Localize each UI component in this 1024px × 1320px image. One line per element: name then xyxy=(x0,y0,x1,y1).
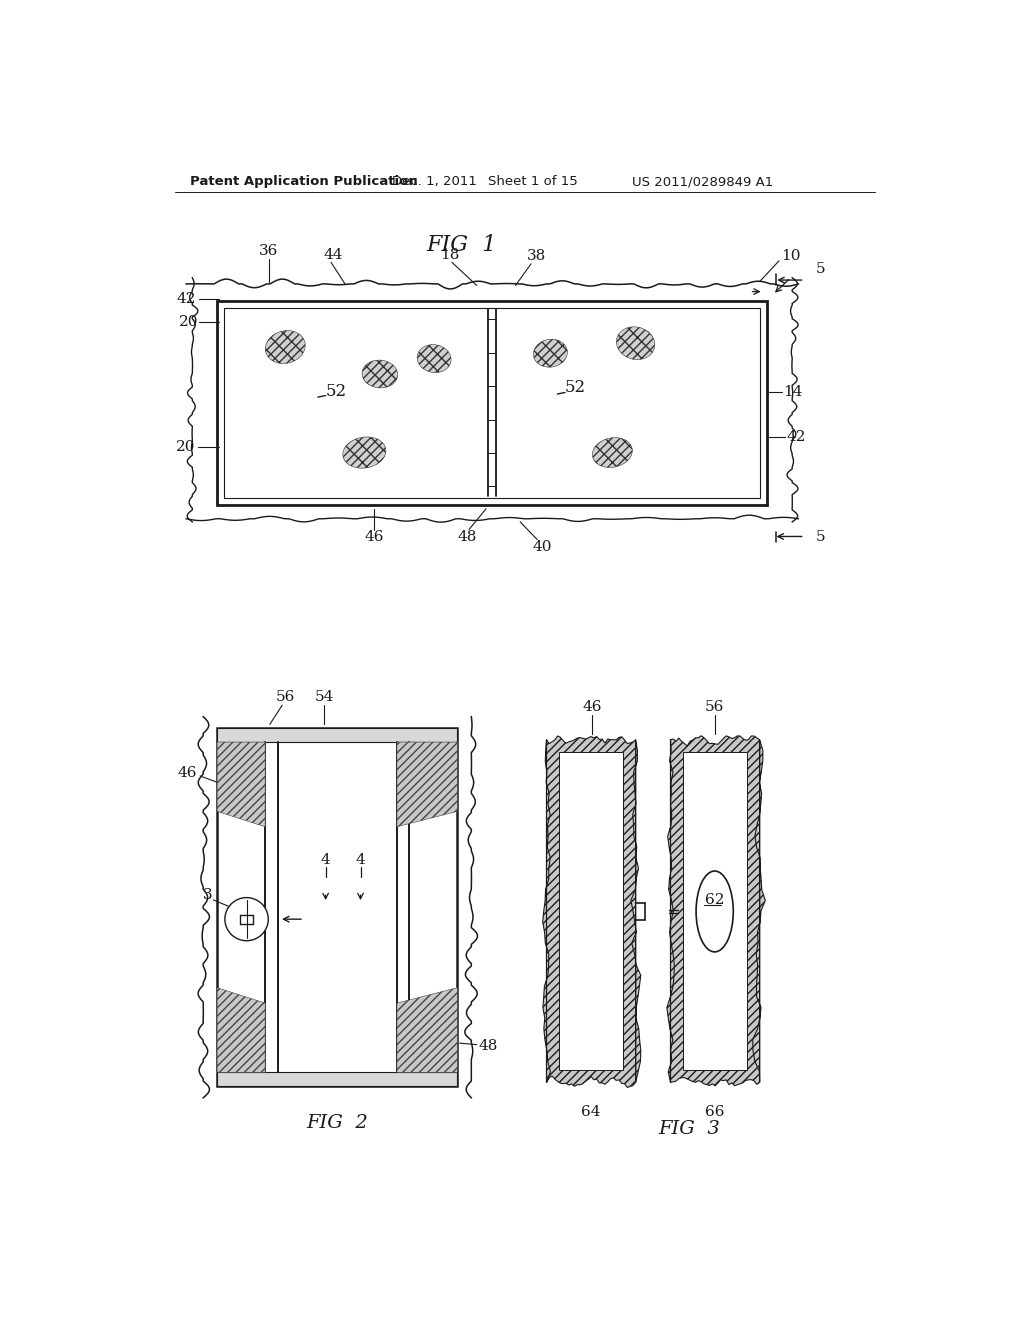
Text: 48: 48 xyxy=(458,531,477,544)
Text: FIG  3: FIG 3 xyxy=(658,1119,720,1138)
Bar xyxy=(217,1072,458,1086)
Bar xyxy=(217,301,767,506)
Text: 46: 46 xyxy=(365,531,384,544)
Text: 20: 20 xyxy=(179,315,199,330)
Text: 56: 56 xyxy=(705,701,724,714)
Text: 36: 36 xyxy=(259,244,279,257)
Text: 20: 20 xyxy=(175,440,196,454)
Ellipse shape xyxy=(616,327,654,359)
Ellipse shape xyxy=(417,345,452,372)
Text: 62: 62 xyxy=(705,892,724,907)
Text: 56: 56 xyxy=(275,690,295,705)
Polygon shape xyxy=(217,987,265,1072)
Ellipse shape xyxy=(362,360,397,388)
Text: US 2011/0289849 A1: US 2011/0289849 A1 xyxy=(632,176,773,187)
Text: 66: 66 xyxy=(705,1105,724,1118)
Text: Sheet 1 of 15: Sheet 1 of 15 xyxy=(488,176,579,187)
Polygon shape xyxy=(667,735,765,1086)
Text: 10: 10 xyxy=(781,249,801,263)
Text: 52: 52 xyxy=(326,383,346,400)
Bar xyxy=(217,729,458,1086)
Polygon shape xyxy=(543,737,641,1088)
Text: 42: 42 xyxy=(176,292,196,306)
Text: Patent Application Publication: Patent Application Publication xyxy=(190,176,418,187)
Bar xyxy=(217,729,458,742)
Circle shape xyxy=(225,898,268,941)
Polygon shape xyxy=(217,742,265,826)
Text: FIG  2: FIG 2 xyxy=(306,1114,368,1133)
Text: 44: 44 xyxy=(324,248,343,261)
Text: 5: 5 xyxy=(815,531,825,544)
Text: 54: 54 xyxy=(314,690,334,705)
Text: 18: 18 xyxy=(440,248,460,261)
Text: 38: 38 xyxy=(526,249,546,263)
Ellipse shape xyxy=(343,437,386,469)
Ellipse shape xyxy=(265,330,305,363)
Text: 46: 46 xyxy=(583,701,602,714)
Polygon shape xyxy=(397,987,458,1072)
Text: 14: 14 xyxy=(783,384,803,399)
Bar xyxy=(683,752,748,1071)
Ellipse shape xyxy=(593,438,633,467)
Bar xyxy=(559,752,624,1071)
Text: 40: 40 xyxy=(532,540,552,554)
Polygon shape xyxy=(397,742,458,826)
Bar xyxy=(224,308,761,498)
Text: Dec. 1, 2011: Dec. 1, 2011 xyxy=(391,176,476,187)
Text: 3: 3 xyxy=(203,887,213,902)
Text: 42: 42 xyxy=(786,430,806,444)
Text: 4: 4 xyxy=(321,853,331,867)
Ellipse shape xyxy=(696,871,733,952)
Text: 52: 52 xyxy=(564,379,586,396)
Text: 46: 46 xyxy=(178,766,198,780)
Text: 4: 4 xyxy=(355,853,366,867)
Ellipse shape xyxy=(534,339,567,367)
Text: 5: 5 xyxy=(815,261,825,276)
Text: 64: 64 xyxy=(581,1105,600,1118)
Text: 48: 48 xyxy=(478,1039,498,1053)
Text: FIG  1: FIG 1 xyxy=(426,235,497,256)
